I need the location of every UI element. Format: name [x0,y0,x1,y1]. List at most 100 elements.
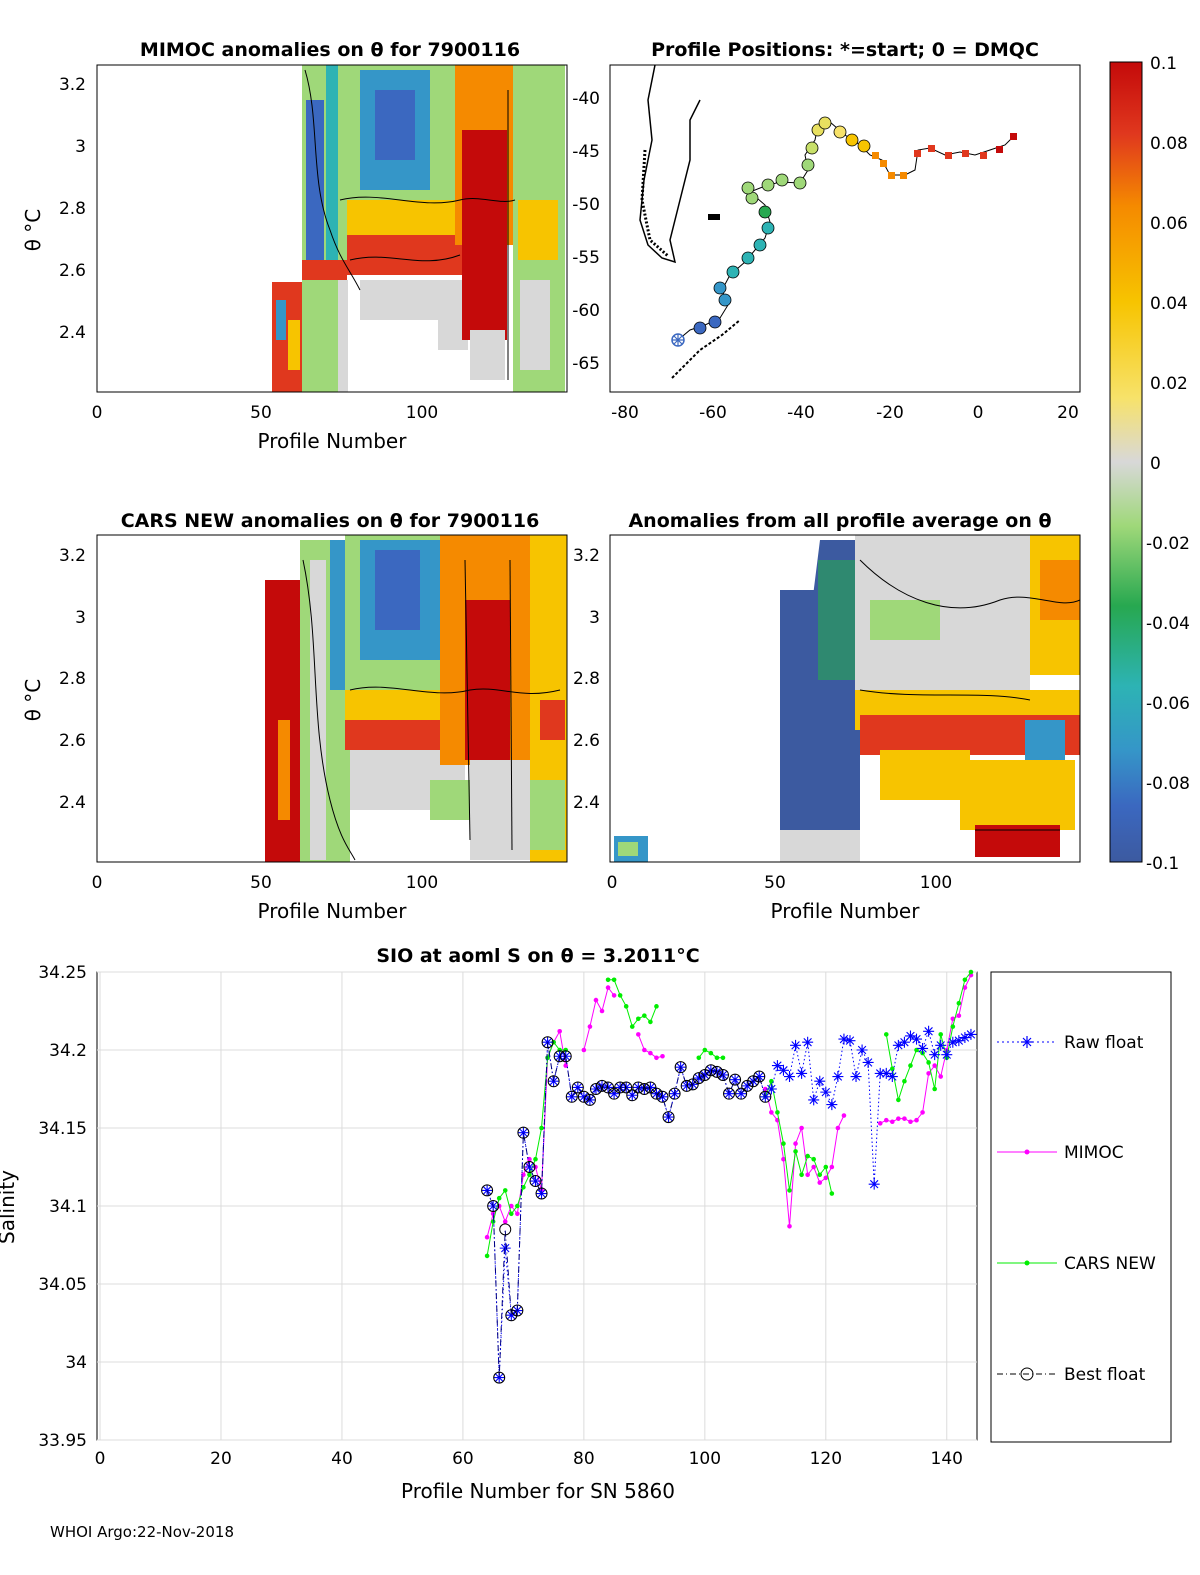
data-point [805,1172,810,1178]
data-point [829,1191,835,1196]
data-point [521,1184,526,1190]
data-point [493,1372,505,1384]
allavg-yticks: 3.2 3 2.8 2.6 2.4 [573,546,600,813]
data-point [790,1039,802,1051]
data-point [781,1156,786,1162]
mimoc-ylabel: θ °C [21,209,45,252]
svg-text:100: 100 [406,873,438,893]
panel-cars: CARS NEW anomalies on θ for 7900116 [21,510,568,923]
data-point [956,1000,962,1006]
data-point [817,1180,823,1185]
data-point [947,1036,959,1048]
data-point [908,1063,913,1068]
data-point [571,1081,584,1094]
allavg-xticks: 0 50 100 [607,873,953,893]
salinity-legend: Raw float MIMOC CARS NEW Best float [990,971,1172,1443]
data-point [614,1081,626,1093]
svg-text:50: 50 [764,873,786,893]
data-point [880,1067,892,1079]
data-point [938,1032,944,1037]
data-point [799,1125,804,1131]
data-point [602,1081,615,1094]
data-point [814,1075,826,1087]
data-point [662,1111,675,1124]
data-point [490,1219,496,1224]
svg-text:0: 0 [607,873,618,893]
data-point [753,1070,766,1083]
series-line [486,1029,972,1378]
svg-text:-20: -20 [876,403,904,423]
data-point [517,1126,530,1139]
data-point [763,1086,768,1092]
data-point [539,1125,544,1131]
y-tick-label: 34.05 [38,1275,87,1295]
svg-text:-40: -40 [787,403,815,423]
data-point [593,997,599,1003]
svg-text:2.4: 2.4 [59,323,86,343]
allavg-heatmap [614,535,1080,862]
svg-text:CARS NEW: CARS NEW [1064,1254,1156,1274]
data-point [890,1119,895,1125]
data-point [823,1164,829,1170]
data-point [481,1184,494,1197]
data-point [862,1056,874,1068]
svg-text:Best float: Best float [1064,1365,1146,1385]
data-point [923,1025,935,1037]
y-tick-label: 34.25 [38,963,87,983]
svg-text:-55: -55 [572,248,600,268]
data-point [959,1032,971,1044]
legend-item-mimoc: MIMOC [997,1143,1124,1163]
data-point [753,1071,765,1083]
svg-text:2.8: 2.8 [59,199,86,219]
data-point [917,1042,929,1054]
data-point [611,993,617,998]
data-point [896,1097,901,1103]
salinity-xlabel: Profile Number for SN 5860 [401,1479,675,1503]
data-point [710,1065,723,1078]
data-point [704,1064,717,1077]
data-point [735,1087,748,1100]
data-point [487,1200,500,1212]
data-point [608,1088,620,1100]
data-point [950,1024,956,1029]
svg-text:2.4: 2.4 [59,793,86,813]
data-point [817,1172,823,1178]
svg-text:2.6: 2.6 [573,731,600,751]
data-point [553,1050,566,1063]
data-point [636,1016,641,1022]
svg-text:0: 0 [92,873,103,893]
data-point [775,1110,780,1115]
svg-text:100: 100 [406,403,438,423]
data-point [883,1117,889,1123]
data-point [799,1172,804,1178]
data-point [698,1068,711,1081]
data-point [599,1008,605,1014]
data-point [674,1061,687,1074]
data-point [962,985,968,990]
data-point [968,969,974,975]
data-point [608,1087,621,1100]
data-point [920,1110,925,1115]
data-point [720,1055,726,1061]
data-point [533,1156,538,1162]
data-point [527,1172,532,1178]
data-point [693,1072,705,1084]
salinity-grid [97,971,977,1441]
asterisk-marker-icon [1021,1036,1033,1048]
data-point [962,977,968,983]
allavg-title: Anomalies from all profile average on θ [628,510,1051,532]
data-point [838,1033,850,1045]
data-point [505,1309,517,1321]
x-tick-label: 120 [810,1449,842,1469]
x-tick-label: 80 [573,1449,595,1469]
data-point [515,1203,520,1209]
footer-text: WHOI Argo:22-Nov-2018 [50,1523,234,1541]
data-point [811,1156,817,1162]
data-point [883,1032,889,1037]
svg-text:-0.06: -0.06 [1146,694,1190,714]
data-point [729,1073,742,1086]
data-point [644,1081,657,1094]
svg-text:2.6: 2.6 [59,731,86,751]
svg-text:50: 50 [250,873,272,893]
